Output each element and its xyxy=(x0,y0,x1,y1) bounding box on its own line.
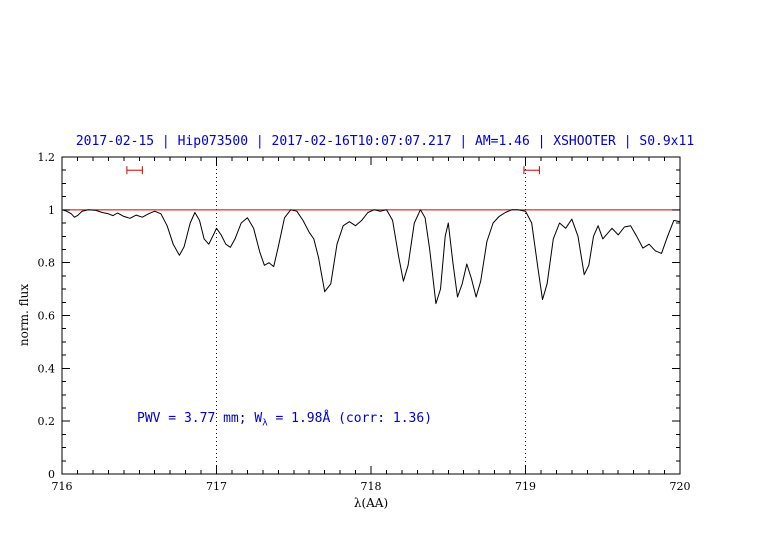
y-tick-label: 0.2 xyxy=(38,415,56,428)
y-tick-label: 0 xyxy=(48,468,55,481)
y-tick-label: 1.2 xyxy=(38,151,56,164)
x-tick-label: 716 xyxy=(52,480,73,493)
x-tick-label: 720 xyxy=(670,480,691,493)
spectrum-curve xyxy=(61,209,681,305)
x-axis-label: λ(AA) xyxy=(353,496,389,510)
y-tick-label: 0.8 xyxy=(38,257,56,270)
y-tick-label: 0.6 xyxy=(38,310,56,323)
plot-title: 2017-02-15 | Hip073500 | 2017-02-16T10:0… xyxy=(75,134,695,149)
x-tick-label: 717 xyxy=(206,480,227,493)
pwv-text-suffix: = 1.98Å (corr: 1.36) xyxy=(267,411,433,426)
pwv-lambda-subscript: λ xyxy=(262,418,268,429)
y-tick-label: 1 xyxy=(48,204,55,217)
x-tick-label: 718 xyxy=(361,480,382,493)
x-tick-label: 719 xyxy=(515,480,536,493)
pwv-text-prefix: PWV = 3.77 mm; W xyxy=(137,411,263,426)
pwv-annotation: PWV = 3.77 mm; Wλ = 1.98Å (corr: 1.36) xyxy=(137,411,432,429)
y-tick-label: 0.4 xyxy=(38,362,56,375)
